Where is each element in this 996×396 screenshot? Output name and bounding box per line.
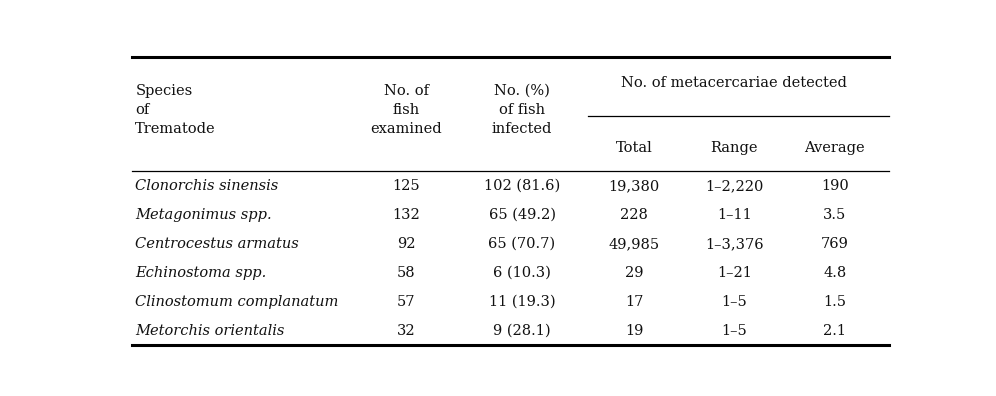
Text: 1–21: 1–21 [717,266,752,280]
Text: 125: 125 [392,179,420,193]
Text: 17: 17 [624,295,643,309]
Text: 102 (81.6): 102 (81.6) [484,179,560,193]
Text: 29: 29 [624,266,643,280]
Text: 32: 32 [397,324,415,338]
Text: 1–5: 1–5 [721,295,747,309]
Text: 4.8: 4.8 [823,266,847,280]
Text: 1.5: 1.5 [823,295,847,309]
Text: 1–11: 1–11 [717,208,752,222]
Text: Range: Range [710,141,758,154]
Text: Average: Average [805,141,865,154]
Text: 6 (10.3): 6 (10.3) [493,266,551,280]
Text: 1–2,220: 1–2,220 [705,179,764,193]
Text: 58: 58 [397,266,415,280]
Text: No. of
fish
examined: No. of fish examined [371,84,442,136]
Text: Metorchis orientalis: Metorchis orientalis [135,324,285,338]
Text: 11 (19.3): 11 (19.3) [489,295,556,309]
Text: 1–5: 1–5 [721,324,747,338]
Text: 92: 92 [397,237,415,251]
Text: Species
of
Trematode: Species of Trematode [135,84,216,136]
Text: 3.5: 3.5 [823,208,847,222]
Text: 1–3,376: 1–3,376 [705,237,764,251]
Text: 2.1: 2.1 [823,324,847,338]
Text: 49,985: 49,985 [609,237,659,251]
Text: Clinostomum complanatum: Clinostomum complanatum [135,295,339,309]
Text: No. of metacercariae detected: No. of metacercariae detected [622,76,848,89]
Text: 190: 190 [821,179,849,193]
Text: 769: 769 [821,237,849,251]
Text: 57: 57 [397,295,415,309]
Text: Centrocestus armatus: Centrocestus armatus [135,237,299,251]
Text: 19: 19 [624,324,643,338]
Text: 132: 132 [392,208,420,222]
Text: Metagonimus spp.: Metagonimus spp. [135,208,272,222]
Text: 65 (70.7): 65 (70.7) [488,237,556,251]
Text: 65 (49.2): 65 (49.2) [488,208,556,222]
Text: Total: Total [616,141,652,154]
Text: Echinostoma spp.: Echinostoma spp. [135,266,267,280]
Text: 19,380: 19,380 [609,179,659,193]
Text: 9 (28.1): 9 (28.1) [493,324,551,338]
Text: No. (%)
of fish
infected: No. (%) of fish infected [492,84,552,136]
Text: 228: 228 [621,208,647,222]
Text: Clonorchis sinensis: Clonorchis sinensis [135,179,279,193]
